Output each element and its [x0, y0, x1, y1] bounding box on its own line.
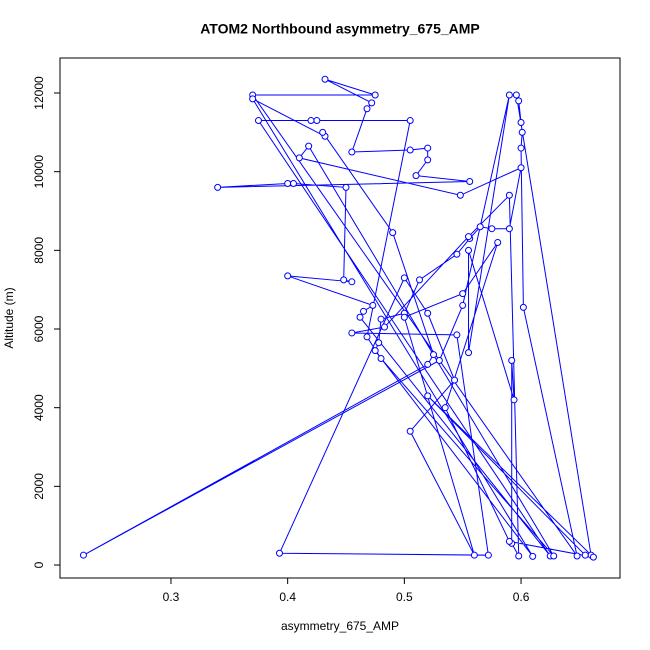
plot-frame: [59, 57, 621, 579]
data-point: [389, 229, 397, 237]
data-point: [368, 99, 376, 107]
data-point: [416, 276, 424, 284]
data-point: [284, 272, 292, 280]
data-point: [406, 117, 414, 125]
chart-title: ATOM2 Northbound asymmetry_675_AMP: [200, 21, 480, 37]
data-point: [371, 91, 379, 99]
data-point: [529, 552, 537, 560]
data-point: [512, 91, 520, 99]
y-tick-label: 10000: [32, 155, 46, 189]
data-point: [305, 142, 313, 150]
data-point: [342, 183, 350, 191]
data-point: [313, 117, 321, 125]
data-point: [356, 313, 364, 321]
x-tick-label: 0.3: [163, 590, 180, 604]
y-tick-label: 2000: [32, 473, 46, 500]
data-point: [424, 156, 432, 164]
data-point: [406, 427, 414, 435]
y-tick-label: 0: [32, 561, 46, 568]
data-point: [466, 178, 474, 186]
data-point: [488, 225, 496, 233]
data-point: [505, 191, 513, 199]
data-point: [508, 356, 516, 364]
data-point: [494, 238, 502, 246]
data-point: [412, 172, 420, 180]
data-point: [459, 290, 467, 298]
data-point: [435, 356, 443, 364]
data-point: [581, 551, 589, 559]
data-point: [515, 97, 523, 105]
data-point: [453, 331, 461, 339]
data-point: [319, 128, 327, 136]
data-point: [515, 552, 523, 560]
data-point: [424, 392, 432, 400]
data-point: [363, 333, 371, 341]
x-tick-label: 0.6: [513, 590, 530, 604]
data-point: [451, 376, 459, 384]
data-point: [79, 551, 87, 559]
data-point: [510, 396, 518, 404]
data-point: [360, 307, 368, 315]
data-point: [505, 537, 513, 545]
data-point: [375, 339, 383, 347]
y-tick-label: 8000: [32, 237, 46, 264]
x-tick-label: 0.5: [396, 590, 413, 604]
data-point: [406, 146, 414, 154]
data-point: [424, 360, 432, 368]
data-point: [465, 233, 473, 241]
data-point: [400, 313, 408, 321]
y-tick-label: 6000: [32, 315, 46, 342]
data-point: [517, 119, 525, 127]
data-point: [505, 91, 513, 99]
data-point: [348, 148, 356, 156]
data-point: [400, 274, 408, 282]
data-point: [275, 549, 283, 557]
data-point: [214, 183, 222, 191]
data-point: [381, 323, 389, 331]
data-point: [550, 552, 558, 560]
data-point: [348, 329, 356, 337]
data-point: [470, 551, 478, 559]
data-point: [424, 144, 432, 152]
data-point: [453, 250, 461, 258]
data-point: [459, 301, 467, 309]
data-point: [249, 95, 257, 103]
data-point: [476, 223, 484, 231]
series-line: [83, 78, 595, 558]
data-point: [441, 404, 449, 412]
data-point: [340, 276, 348, 284]
data-point: [424, 309, 432, 317]
data-point: [363, 105, 371, 113]
data-point: [377, 355, 385, 363]
data-point: [517, 164, 525, 172]
x-tick-label: 0.4: [279, 590, 296, 604]
data-point: [519, 303, 527, 311]
data-point: [465, 349, 473, 357]
data-point: [289, 179, 297, 187]
y-tick-label: 12000: [32, 76, 46, 110]
data-point: [369, 301, 377, 309]
data-point: [307, 117, 315, 125]
data-point: [517, 144, 525, 152]
y-axis-label: Altitude (m): [2, 287, 16, 348]
data-point: [321, 75, 329, 83]
x-axis-label: asymmetry_675_AMP: [281, 619, 399, 633]
y-tick-label: 4000: [32, 394, 46, 421]
data-point: [589, 553, 597, 561]
data-point: [377, 315, 385, 323]
data-point: [465, 246, 473, 254]
data-point: [456, 191, 464, 199]
data-point: [348, 278, 356, 286]
data-point: [254, 117, 262, 125]
data-point: [371, 347, 379, 355]
data-point: [430, 351, 438, 359]
data-point: [484, 551, 492, 559]
data-point: [284, 179, 292, 187]
data-point: [505, 225, 513, 233]
data-point: [518, 128, 526, 136]
data-point: [295, 154, 303, 162]
data-point: [573, 552, 581, 560]
